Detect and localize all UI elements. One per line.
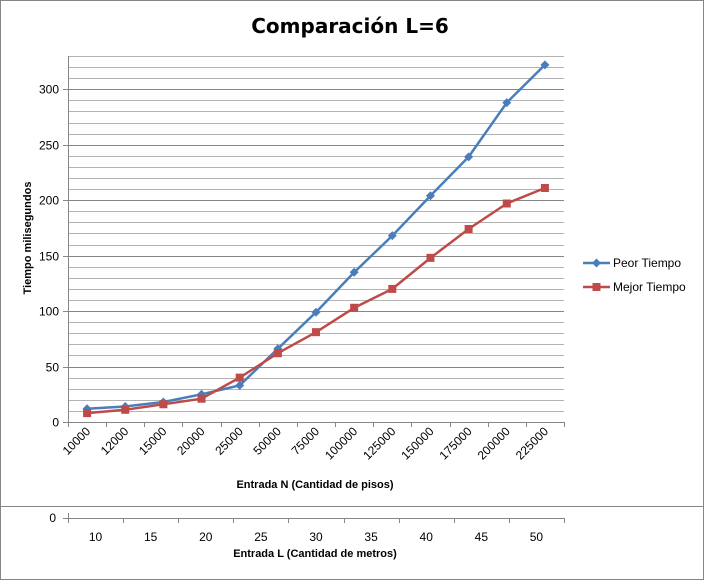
data-point [592, 283, 601, 291]
y-tick-label: 100 [39, 305, 59, 319]
secondary-x-tick-label: 45 [475, 530, 489, 544]
y-tick-label: 150 [39, 250, 59, 264]
secondary-y-tick-label: 0 [49, 511, 56, 525]
data-point [464, 152, 474, 162]
series [82, 60, 550, 418]
y-tick-label: 50 [46, 361, 60, 375]
data-point [425, 191, 435, 201]
y-tick-label: 0 [52, 416, 59, 430]
x-axis-label: Entrada N (Cantidad de pisos) [236, 479, 393, 491]
data-point [349, 267, 359, 277]
y-tick-label: 300 [39, 83, 59, 97]
data-point [83, 409, 92, 418]
secondary-x-axis-label: Entrada L (Cantidad de metros) [233, 548, 397, 560]
data-point [540, 60, 550, 70]
legend-label: Mejor Tiempo [613, 280, 686, 294]
data-point [159, 400, 168, 409]
data-point [350, 303, 359, 312]
data-point [387, 231, 397, 241]
secondary-x-tick-label: 50 [530, 530, 544, 544]
data-point [235, 380, 245, 390]
data-point [312, 328, 320, 337]
data-point [502, 199, 511, 208]
data-point [273, 349, 282, 358]
secondary-axis: 0 10 15 20 25 30 35 40 45 50 [49, 511, 565, 544]
secondary-x-tick-label: 30 [309, 530, 323, 544]
secondary-x-tick-label: 10 [89, 530, 103, 544]
data-point [121, 405, 130, 414]
secondary-x-tick-label: 25 [254, 530, 268, 544]
secondary-x-tick-label: 15 [144, 530, 158, 544]
y-tick-label: 200 [39, 194, 59, 208]
chart-title: Comparación L=6 [251, 14, 449, 38]
data-point [540, 183, 549, 192]
data-point [592, 258, 601, 268]
legend: Peor Tiempo Mejor Tiempo [583, 256, 686, 294]
secondary-x-tick-label: 35 [364, 530, 378, 544]
secondary-x-tick-label: 40 [420, 530, 434, 544]
legend-label: Peor Tiempo [613, 256, 681, 270]
data-point [197, 394, 206, 403]
secondary-x-tick-label: 20 [199, 530, 213, 544]
data-point [388, 284, 397, 293]
data-point [502, 98, 512, 108]
data-point [235, 373, 244, 382]
y-tick-label: 250 [39, 139, 59, 153]
series-group [83, 183, 549, 418]
data-point [426, 253, 435, 262]
data-point [464, 225, 473, 234]
y-axis-label: Tiempo milisegundos [22, 182, 34, 295]
data-point [311, 307, 321, 317]
